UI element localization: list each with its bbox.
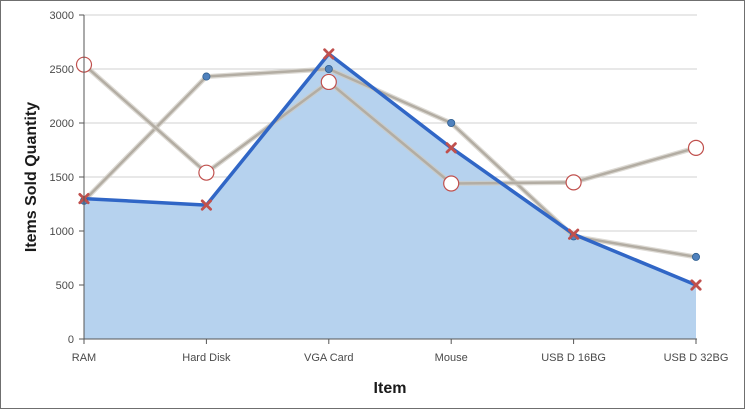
point-marker-large bbox=[687, 139, 705, 156]
x-marker bbox=[200, 199, 212, 211]
x-tick-label: VGA Card bbox=[304, 352, 354, 364]
series-line bbox=[83, 63, 697, 185]
x-tick-label: Hard Disk bbox=[182, 352, 231, 364]
y-tick-label: 2500 bbox=[50, 64, 74, 76]
x-marker bbox=[690, 279, 702, 291]
point-marker-large bbox=[443, 175, 460, 192]
x-tick-label: Mouse bbox=[435, 352, 468, 364]
area-fill-layer bbox=[84, 53, 696, 339]
x-axis-title: Item bbox=[374, 380, 407, 397]
point-marker-large bbox=[565, 174, 582, 191]
series-line-main bbox=[83, 52, 697, 287]
x-tick-label: RAM bbox=[72, 352, 96, 364]
series-line bbox=[83, 67, 697, 259]
y-tick-label: 3000 bbox=[50, 10, 74, 22]
x-tick-label: USB D 32BG bbox=[664, 352, 729, 364]
point-marker-small bbox=[692, 252, 701, 261]
series-area-fill bbox=[84, 53, 696, 339]
y-tick-label: 500 bbox=[56, 280, 74, 292]
series-lines-layer bbox=[82, 52, 697, 287]
point-marker-small bbox=[202, 72, 211, 81]
x-marker bbox=[568, 228, 580, 240]
y-axis-title: Items Sold Quantity bbox=[23, 102, 40, 252]
point-marker-small bbox=[447, 119, 456, 128]
point-marker-large bbox=[198, 164, 215, 181]
x-marker bbox=[445, 142, 457, 154]
y-tick-label: 0 bbox=[68, 334, 74, 346]
point-marker-small bbox=[324, 65, 333, 74]
x-marker bbox=[323, 48, 335, 60]
y-tick-labels: 0 500 1000 1500 2000 2500 3000 bbox=[50, 10, 74, 346]
y-tick-label: 1000 bbox=[50, 226, 74, 238]
point-marker-large bbox=[320, 73, 337, 91]
x-tick-label: USB D 16BG bbox=[541, 352, 606, 364]
y-tick-label: 2000 bbox=[50, 118, 74, 130]
markers-layer bbox=[75, 48, 705, 291]
axes bbox=[83, 15, 697, 340]
y-tick-label: 1500 bbox=[50, 172, 74, 184]
x-tick-labels: RAM Hard Disk VGA Card Mouse USB D 16BG USB D… bbox=[72, 352, 729, 364]
